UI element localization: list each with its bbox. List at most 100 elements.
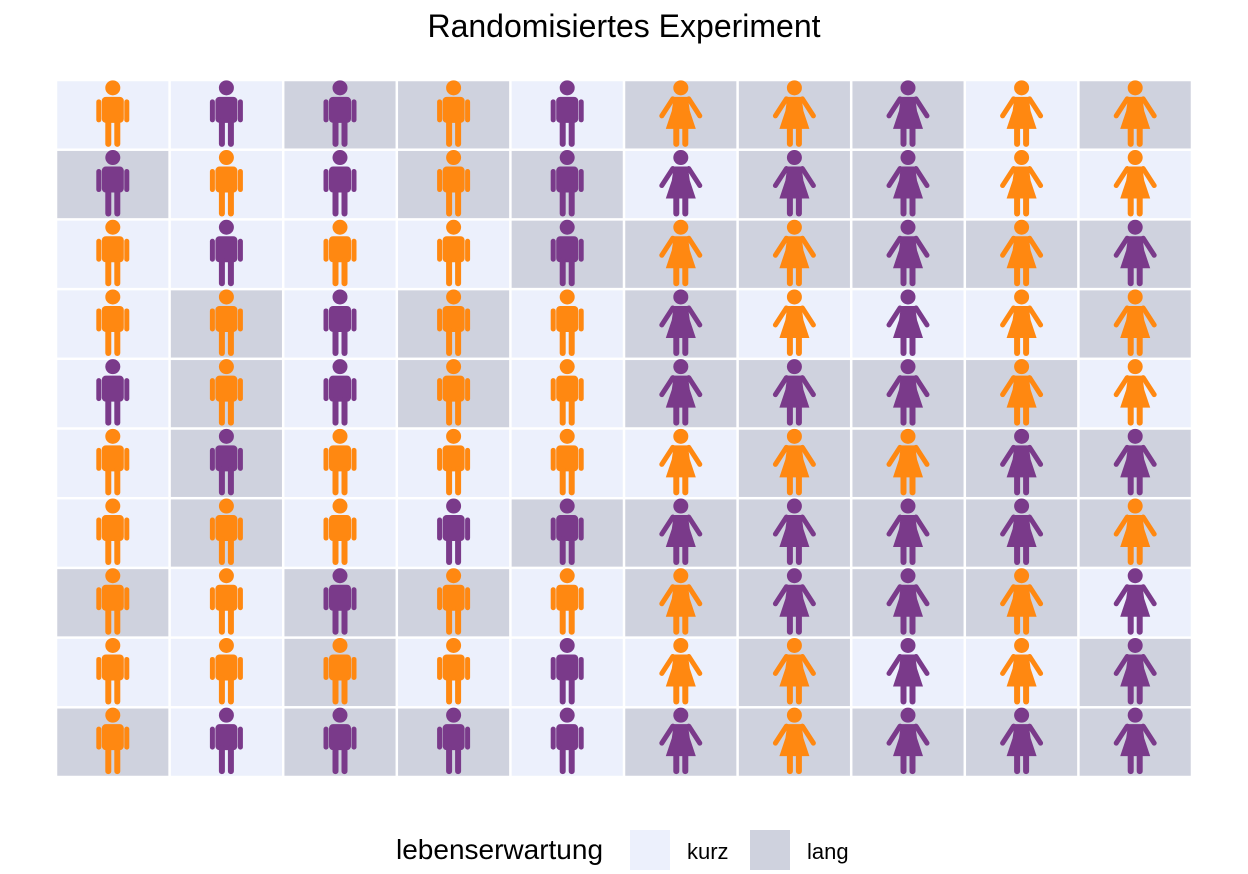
- male-figure-icon: [437, 80, 471, 147]
- male-figure-icon: [96, 637, 130, 705]
- male-figure-icon: [209, 80, 243, 147]
- male-figure-icon: [209, 219, 243, 287]
- male-figure-icon: [323, 80, 357, 147]
- female-figure-icon: [886, 637, 930, 705]
- male-figure-icon: [550, 498, 584, 566]
- male-figure-icon: [437, 150, 471, 217]
- female-figure-icon: [1113, 568, 1157, 635]
- female-figure-icon: [772, 219, 816, 287]
- female-figure-icon: [659, 219, 703, 287]
- female-figure-icon: [886, 219, 930, 287]
- male-figure-icon: [550, 428, 584, 496]
- male-figure-icon: [437, 568, 471, 635]
- female-figure-icon: [659, 637, 703, 705]
- male-figure-icon: [209, 568, 243, 635]
- male-figure-icon: [437, 219, 471, 287]
- female-figure-icon: [1000, 637, 1044, 705]
- female-figure-icon: [1113, 359, 1157, 426]
- female-figure-icon: [659, 568, 703, 635]
- male-figure-icon: [550, 289, 584, 356]
- female-figure-icon: [772, 568, 816, 635]
- male-figure-icon: [209, 150, 243, 217]
- female-figure-icon: [772, 707, 816, 775]
- female-figure-icon: [772, 498, 816, 566]
- legend-swatch-lang: [750, 830, 790, 870]
- female-figure-icon: [1000, 150, 1044, 217]
- male-figure-icon: [96, 80, 130, 147]
- male-figure-icon: [209, 359, 243, 426]
- female-figure-icon: [886, 707, 930, 775]
- male-figure-icon: [96, 707, 130, 775]
- female-figure-icon: [1000, 568, 1044, 635]
- male-figure-icon: [323, 359, 357, 426]
- male-figure-icon: [209, 289, 243, 356]
- female-figure-icon: [1000, 219, 1044, 287]
- female-figure-icon: [1000, 80, 1044, 147]
- female-figure-icon: [659, 80, 703, 147]
- legend: lebenserwartung kurz lang: [0, 826, 1248, 874]
- male-figure-icon: [96, 219, 130, 287]
- female-figure-icon: [886, 568, 930, 635]
- male-figure-icon: [550, 568, 584, 635]
- male-figure-icon: [323, 219, 357, 287]
- legend-swatch-kurz: [630, 830, 670, 870]
- legend-title: lebenserwartung: [396, 834, 604, 865]
- female-figure-icon: [1000, 289, 1044, 356]
- male-figure-icon: [209, 498, 243, 566]
- male-figure-icon: [550, 219, 584, 287]
- female-figure-icon: [659, 359, 703, 426]
- female-figure-icon: [1113, 428, 1157, 496]
- female-figure-icon: [1113, 219, 1157, 287]
- male-figure-icon: [323, 707, 357, 775]
- female-figure-icon: [1000, 359, 1044, 426]
- male-figure-icon: [437, 707, 471, 775]
- male-figure-icon: [437, 498, 471, 566]
- pictogram-grid: [57, 80, 1191, 776]
- female-figure-icon: [1113, 80, 1157, 147]
- legend-label-lang: lang: [807, 839, 849, 864]
- male-figure-icon: [550, 637, 584, 705]
- male-figure-icon: [323, 568, 357, 635]
- male-figure-icon: [323, 637, 357, 705]
- female-figure-icon: [659, 150, 703, 217]
- male-figure-icon: [96, 568, 130, 635]
- female-figure-icon: [772, 359, 816, 426]
- female-figure-icon: [1113, 707, 1157, 775]
- female-figure-icon: [1000, 498, 1044, 566]
- male-figure-icon: [550, 359, 584, 426]
- male-figure-icon: [96, 359, 130, 426]
- female-figure-icon: [1113, 150, 1157, 217]
- female-figure-icon: [1113, 289, 1157, 356]
- male-figure-icon: [550, 80, 584, 147]
- female-figure-icon: [772, 428, 816, 496]
- female-figure-icon: [1113, 498, 1157, 566]
- male-figure-icon: [323, 289, 357, 356]
- male-figure-icon: [323, 428, 357, 496]
- male-figure-icon: [96, 150, 130, 217]
- female-figure-icon: [886, 359, 930, 426]
- male-figure-icon: [550, 707, 584, 775]
- male-figure-icon: [96, 289, 130, 356]
- female-figure-icon: [886, 498, 930, 566]
- chart-title: Randomisiertes Experiment: [427, 8, 821, 44]
- female-figure-icon: [659, 428, 703, 496]
- male-figure-icon: [323, 498, 357, 566]
- female-figure-icon: [1113, 637, 1157, 705]
- female-figure-icon: [886, 289, 930, 356]
- female-figure-icon: [659, 707, 703, 775]
- female-figure-icon: [886, 80, 930, 147]
- female-figure-icon: [772, 289, 816, 356]
- male-figure-icon: [550, 150, 584, 217]
- male-figure-icon: [209, 637, 243, 705]
- male-figure-icon: [437, 428, 471, 496]
- male-figure-icon: [96, 498, 130, 566]
- female-figure-icon: [886, 150, 930, 217]
- male-figure-icon: [96, 428, 130, 496]
- male-figure-icon: [209, 707, 243, 775]
- female-figure-icon: [1000, 428, 1044, 496]
- male-figure-icon: [437, 637, 471, 705]
- legend-label-kurz: kurz: [687, 839, 729, 864]
- female-figure-icon: [1000, 707, 1044, 775]
- female-figure-icon: [886, 428, 930, 496]
- male-figure-icon: [209, 428, 243, 496]
